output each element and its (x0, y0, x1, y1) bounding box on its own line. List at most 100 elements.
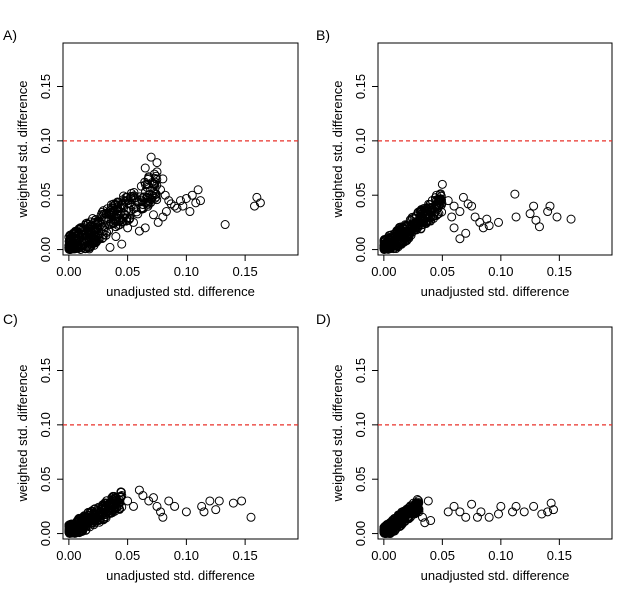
panel-label: D) (316, 311, 331, 327)
data-point (181, 507, 191, 517)
data-point (185, 207, 195, 217)
scatter-panel-d: D) 0.00 0.05 0.10 0.15 0.00 0.05 0.10 0.15 unadju… (316, 311, 613, 583)
data-points (64, 485, 256, 538)
data-point (484, 221, 494, 231)
data-point (511, 212, 521, 222)
data-point (70, 226, 80, 236)
data-point (91, 219, 101, 229)
y-tick-label: 0.10 (353, 128, 368, 153)
data-point (429, 211, 439, 221)
scatter-panel-b: B) 0.00 0.05 0.10 0.15 0.00 0.05 0.10 0.15 unadju… (316, 27, 613, 299)
x-axis-title: unadjusted std. difference (106, 284, 255, 299)
y-axis-title: weighted std. difference (330, 364, 345, 502)
data-point (432, 190, 441, 200)
x-tick-label: 0.10 (488, 548, 513, 563)
data-point (455, 207, 465, 217)
data-point (158, 512, 168, 522)
data-point (164, 496, 174, 506)
panel-label: A) (3, 27, 17, 43)
data-point (96, 220, 106, 230)
data-point (158, 174, 168, 184)
data-point (144, 496, 154, 506)
y-tick-label: 0.10 (353, 412, 368, 437)
data-point (111, 222, 121, 232)
data-point (148, 191, 158, 201)
data-point (138, 204, 148, 214)
data-point (403, 230, 413, 240)
data-points (64, 152, 265, 255)
data-point (381, 521, 391, 531)
data-point (405, 228, 415, 238)
data-point (91, 232, 101, 242)
data-point (401, 507, 411, 517)
data-point (146, 198, 156, 208)
data-point (117, 239, 127, 249)
x-tick-label: 0.15 (547, 264, 572, 279)
data-point (443, 507, 453, 517)
data-point (170, 501, 180, 511)
data-point (123, 496, 133, 506)
data-point (148, 493, 158, 503)
data-point (379, 528, 389, 538)
data-point (86, 241, 96, 251)
data-point (205, 496, 215, 506)
data-point (449, 201, 459, 211)
data-point (407, 212, 417, 222)
x-tick-label: 0.00 (56, 548, 81, 563)
data-point (123, 223, 133, 233)
data-point (81, 234, 91, 244)
data-point (113, 202, 123, 212)
data-point (211, 505, 221, 515)
data-point (534, 222, 544, 232)
data-point (413, 496, 423, 506)
scatter-panel-c: C) 0.00 0.05 0.10 0.15 0.00 0.05 0.10 0.15 unadju… (3, 311, 299, 583)
data-point (129, 217, 138, 227)
y-axis-title: weighted std. difference (15, 80, 30, 218)
data-point (455, 507, 465, 517)
data-point (119, 191, 129, 201)
data-point (390, 233, 400, 243)
data-point (383, 235, 393, 245)
data-point (176, 196, 185, 206)
data-point (443, 196, 453, 206)
data-point (131, 203, 141, 213)
panel-label: B) (316, 27, 330, 43)
x-tick-label: 0.05 (430, 264, 455, 279)
data-point (89, 508, 99, 518)
data-point (127, 195, 137, 205)
data-point (91, 215, 101, 225)
data-point (97, 207, 107, 217)
data-point (496, 501, 506, 511)
data-point (511, 501, 521, 511)
x-tick-label: 0.10 (174, 548, 199, 563)
data-point (193, 185, 203, 195)
data-point (68, 527, 78, 537)
data-points (379, 179, 576, 254)
data-point (400, 220, 410, 230)
x-axis-title: unadjusted std. difference (106, 568, 255, 583)
data-point (393, 517, 403, 527)
data-point (95, 513, 105, 523)
data-point (153, 217, 163, 227)
data-point (416, 223, 426, 233)
data-point (93, 235, 103, 245)
data-point (195, 196, 205, 206)
data-point (525, 209, 535, 219)
data-point (81, 518, 91, 528)
data-point (65, 243, 75, 253)
y-tick-label: 0.15 (38, 358, 53, 383)
data-point (89, 504, 99, 514)
data-point (148, 179, 158, 189)
data-point (447, 212, 457, 222)
x-tick-label: 0.00 (371, 264, 396, 279)
data-point (409, 504, 419, 514)
y-tick-label: 0.05 (38, 183, 53, 208)
data-point (67, 520, 77, 530)
x-tick-label: 0.00 (56, 264, 81, 279)
data-point (418, 209, 428, 219)
data-point (543, 207, 553, 217)
data-point (455, 234, 465, 244)
data-point (152, 158, 162, 168)
data-point (214, 496, 224, 506)
panel-label: C) (3, 311, 18, 327)
